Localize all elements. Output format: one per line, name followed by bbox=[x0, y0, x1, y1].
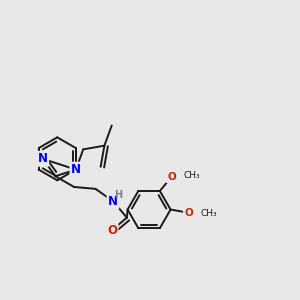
Text: O: O bbox=[107, 224, 117, 237]
Text: O: O bbox=[184, 208, 193, 218]
Text: N: N bbox=[108, 195, 118, 208]
Text: CH₃: CH₃ bbox=[183, 171, 200, 180]
Text: H: H bbox=[114, 190, 122, 200]
Text: N: N bbox=[38, 152, 48, 165]
Text: O: O bbox=[167, 172, 176, 182]
Text: CH₃: CH₃ bbox=[200, 209, 217, 218]
Text: N: N bbox=[71, 163, 81, 176]
